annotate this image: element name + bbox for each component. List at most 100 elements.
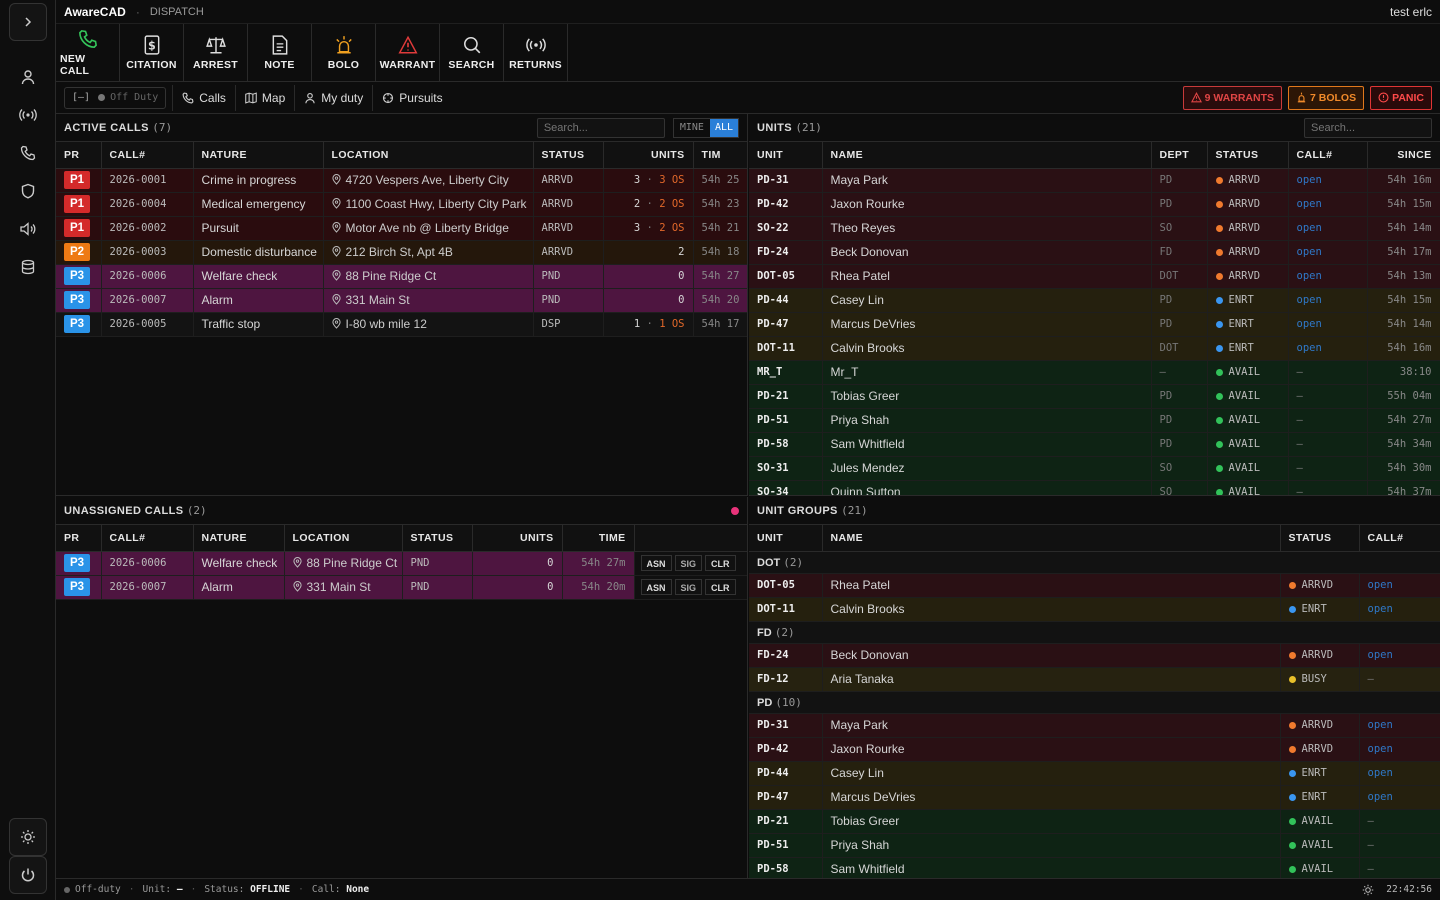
bolos-button[interactable]: 7 BOLOS bbox=[1288, 85, 1365, 110]
panic-button[interactable]: PANIC bbox=[1370, 85, 1432, 110]
unit-call[interactable]: open bbox=[1359, 643, 1440, 668]
unit-call[interactable]: open bbox=[1359, 713, 1440, 738]
unit-group-header[interactable]: DOT (2) bbox=[749, 551, 1440, 574]
group-unit-row[interactable]: FD-24 Beck Donovan ARRVD open bbox=[749, 643, 1440, 668]
unit-row[interactable]: SO-22 Theo Reyes SO ARRVD open 54h 14m bbox=[749, 216, 1440, 241]
group-unit-row[interactable]: PD-44 Casey Lin ENRT open bbox=[749, 761, 1440, 786]
unit-call[interactable]: open bbox=[1288, 288, 1368, 313]
call-row[interactable]: P2 2026-0003 Domestic disturbance 212 Bi… bbox=[56, 240, 747, 265]
unit-group-header[interactable]: PD (10) bbox=[749, 691, 1440, 714]
search-button[interactable]: SEARCH bbox=[440, 24, 504, 82]
unit-row[interactable]: PD-31 Maya Park PD ARRVD open 54h 16m bbox=[749, 168, 1440, 193]
group-unit-row[interactable]: PD-31 Maya Park ARRVD open bbox=[749, 713, 1440, 738]
call-row[interactable]: P1 2026-0002 Pursuit Motor Ave nb @ Libe… bbox=[56, 216, 747, 241]
col-units[interactable]: UNITS bbox=[472, 525, 563, 552]
unit-call[interactable]: open bbox=[1288, 168, 1368, 193]
signal-button[interactable]: SIG bbox=[674, 579, 703, 595]
call-row[interactable]: P3 2026-0006 Welfare check 88 Pine Ridge… bbox=[56, 264, 747, 289]
col-nature[interactable]: NATURE bbox=[193, 142, 324, 169]
group-unit-row[interactable]: FD-12 Aria Tanaka BUSY — bbox=[749, 667, 1440, 692]
unit-call[interactable]: open bbox=[1288, 312, 1368, 337]
col-dept[interactable]: DEPT bbox=[1151, 142, 1208, 169]
unit-call[interactable]: open bbox=[1288, 264, 1368, 289]
returns-button[interactable]: RETURNS bbox=[504, 24, 568, 82]
nav-calls[interactable]: Calls bbox=[172, 84, 235, 111]
sidebar-phone-button[interactable] bbox=[9, 134, 47, 172]
new-call-button[interactable]: NEW CALL bbox=[56, 24, 120, 82]
sidebar-database-button[interactable] bbox=[9, 248, 47, 286]
bolo-button[interactable]: BOLO bbox=[312, 24, 376, 82]
units-search-input[interactable] bbox=[1304, 117, 1432, 138]
col-location[interactable]: LOCATION bbox=[323, 142, 534, 169]
duty-toggle[interactable]: [—] Off Duty bbox=[64, 86, 167, 109]
unit-row[interactable]: SO-34 Quinn Sutton SO AVAIL — 54h 37m bbox=[749, 480, 1440, 495]
unit-row[interactable]: PD-47 Marcus DeVries PD ENRT open 54h 14… bbox=[749, 312, 1440, 337]
col-location[interactable]: LOCATION bbox=[284, 525, 403, 552]
col-name[interactable]: NAME bbox=[822, 525, 1281, 552]
warrant-button[interactable]: WARRANT bbox=[376, 24, 440, 82]
clear-button[interactable]: CLR bbox=[705, 555, 736, 571]
assign-button[interactable]: ASN bbox=[640, 579, 672, 595]
group-unit-row[interactable]: PD-21 Tobias Greer AVAIL — bbox=[749, 809, 1440, 834]
unit-call[interactable]: open bbox=[1359, 785, 1440, 810]
citation-button[interactable]: $ CITATION bbox=[120, 24, 184, 82]
col-since[interactable]: SINCE bbox=[1367, 142, 1440, 169]
col-status[interactable]: STATUS bbox=[533, 142, 604, 169]
col-status[interactable]: STATUS bbox=[402, 525, 473, 552]
col-status[interactable]: STATUS bbox=[1280, 525, 1360, 552]
unit-row[interactable]: DOT-11 Calvin Brooks DOT ENRT open 54h 1… bbox=[749, 336, 1440, 361]
nav-map[interactable]: Map bbox=[234, 84, 294, 111]
nav-pursuits[interactable]: Pursuits bbox=[372, 84, 451, 111]
unit-call[interactable]: open bbox=[1288, 240, 1368, 265]
note-button[interactable]: NOTE bbox=[248, 24, 312, 82]
col-unit[interactable]: UNIT bbox=[749, 142, 823, 169]
sidebar-audio-button[interactable] bbox=[9, 210, 47, 248]
col-time[interactable]: TIME bbox=[562, 525, 635, 552]
arrest-button[interactable]: ARREST bbox=[184, 24, 248, 82]
group-unit-row[interactable]: DOT-05 Rhea Patel ARRVD open bbox=[749, 573, 1440, 598]
unit-row[interactable]: PD-58 Sam Whitfield PD AVAIL — 54h 34m bbox=[749, 432, 1440, 457]
unit-row[interactable]: PD-42 Jaxon Rourke PD ARRVD open 54h 15m bbox=[749, 192, 1440, 217]
col-call[interactable]: CALL# bbox=[101, 525, 194, 552]
power-button[interactable] bbox=[9, 856, 47, 894]
assign-button[interactable]: ASN bbox=[640, 555, 672, 571]
active-calls-search-input[interactable] bbox=[536, 117, 665, 138]
unit-group-header[interactable]: FD (2) bbox=[749, 621, 1440, 644]
sidebar-radio-button[interactable] bbox=[9, 96, 47, 134]
unit-call[interactable]: open bbox=[1288, 216, 1368, 241]
group-unit-row[interactable]: DOT-11 Calvin Brooks ENRT open bbox=[749, 597, 1440, 622]
col-unit[interactable]: UNIT bbox=[749, 525, 823, 552]
unit-row[interactable]: PD-44 Casey Lin PD ENRT open 54h 15m bbox=[749, 288, 1440, 313]
call-row[interactable]: P1 2026-0004 Medical emergency 1100 Coas… bbox=[56, 192, 747, 217]
col-call[interactable]: CALL# bbox=[1359, 525, 1440, 552]
col-status[interactable]: STATUS bbox=[1207, 142, 1289, 169]
group-unit-row[interactable]: PD-51 Priya Shah AVAIL — bbox=[749, 833, 1440, 858]
call-row[interactable]: P3 2026-0005 Traffic stop I-80 wb mile 1… bbox=[56, 312, 747, 337]
group-unit-row[interactable]: PD-58 Sam Whitfield AVAIL — bbox=[749, 857, 1440, 878]
call-row[interactable]: P3 2026-0007 Alarm 331 Main St PND 0 54h… bbox=[56, 288, 747, 313]
unit-call[interactable]: open bbox=[1288, 336, 1368, 361]
clear-button[interactable]: CLR bbox=[705, 579, 736, 595]
unit-call[interactable]: open bbox=[1359, 737, 1440, 762]
call-row[interactable]: P1 2026-0001 Crime in progress 4720 Vesp… bbox=[56, 168, 747, 193]
col-time[interactable]: TIM bbox=[693, 142, 747, 169]
group-unit-row[interactable]: PD-47 Marcus DeVries ENRT open bbox=[749, 785, 1440, 810]
unit-call[interactable]: open bbox=[1359, 597, 1440, 622]
col-pr[interactable]: PR bbox=[56, 142, 102, 169]
warrants-button[interactable]: 9 WARRANTS bbox=[1182, 85, 1283, 110]
col-nature[interactable]: NATURE bbox=[193, 525, 285, 552]
sun-icon[interactable] bbox=[1362, 884, 1374, 896]
theme-toggle-button[interactable] bbox=[9, 818, 47, 856]
nav-my-duty[interactable]: My duty bbox=[294, 84, 372, 111]
unit-row[interactable]: SO-31 Jules Mendez SO AVAIL — 54h 30m bbox=[749, 456, 1440, 481]
group-unit-row[interactable]: PD-42 Jaxon Rourke ARRVD open bbox=[749, 737, 1440, 762]
unit-call[interactable]: open bbox=[1359, 761, 1440, 786]
unit-row[interactable]: PD-21 Tobias Greer PD AVAIL — 55h 04m bbox=[749, 384, 1440, 409]
unit-row[interactable]: MR_T Mr_T — AVAIL — 38:10 bbox=[749, 360, 1440, 385]
col-call[interactable]: CALL# bbox=[1288, 142, 1368, 169]
filter-all-button[interactable]: ALL bbox=[709, 118, 738, 137]
unassigned-call-row[interactable]: P3 2026-0007 Alarm 331 Main St PND 0 54h… bbox=[56, 575, 747, 600]
col-units[interactable]: UNITS bbox=[603, 142, 694, 169]
unassigned-call-row[interactable]: P3 2026-0006 Welfare check 88 Pine Ridge… bbox=[56, 551, 747, 576]
col-pr[interactable]: PR bbox=[56, 525, 102, 552]
